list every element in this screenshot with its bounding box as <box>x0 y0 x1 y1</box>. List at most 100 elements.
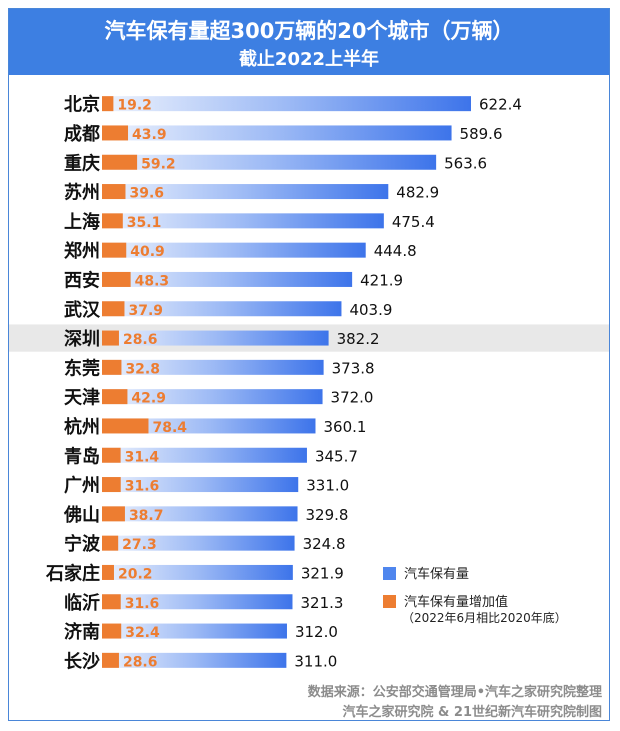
increase-bar <box>102 242 127 258</box>
chart-subtitle: 截止2022上半年 <box>238 49 380 70</box>
increase-value-label: 43.9 <box>132 127 167 143</box>
increase-value-label: 31.6 <box>125 479 160 495</box>
stock-value-label: 329.8 <box>306 506 349 524</box>
legend-swatch-increase <box>383 595 396 608</box>
stock-value-label: 312.0 <box>295 623 338 641</box>
increase-bar <box>102 447 121 463</box>
increase-value-label: 32.8 <box>125 361 160 377</box>
city-label: 上海 <box>64 211 100 233</box>
city-label: 临沂 <box>64 592 100 614</box>
stock-value-label: 444.8 <box>374 242 417 260</box>
stock-bar <box>102 418 316 434</box>
increase-value-label: 40.9 <box>130 244 165 260</box>
source-line-1: 数据来源：公安部交通管理局•汽车之家研究院整理 <box>307 685 602 700</box>
increase-value-label: 35.1 <box>127 215 162 231</box>
increase-value-label: 20.2 <box>118 566 153 582</box>
increase-bar <box>102 623 122 639</box>
increase-bar <box>102 271 131 287</box>
increase-value-label: 48.3 <box>135 273 170 289</box>
stock-value-label: 324.8 <box>303 535 346 553</box>
increase-bar <box>102 652 119 668</box>
stock-value-label: 321.3 <box>300 594 343 612</box>
stock-bar <box>102 271 353 287</box>
increase-value-label: 19.2 <box>117 98 152 114</box>
increase-bar <box>102 594 121 610</box>
stock-bar <box>102 652 287 668</box>
increase-bar <box>102 477 121 493</box>
increase-value-label: 28.6 <box>123 654 158 670</box>
stock-bar <box>102 359 324 375</box>
stock-bar <box>102 564 293 580</box>
increase-value-label: 38.7 <box>129 508 164 524</box>
legend-swatch-stock <box>383 567 396 580</box>
city-label: 杭州 <box>64 416 100 438</box>
city-label: 重庆 <box>64 152 100 174</box>
stock-bar <box>102 447 307 463</box>
increase-bar <box>102 564 114 580</box>
stock-value-label: 321.9 <box>301 564 344 582</box>
city-label: 长沙 <box>64 651 100 672</box>
stock-bar <box>102 154 437 170</box>
stock-value-label: 360.1 <box>323 418 366 436</box>
increase-value-label: 31.4 <box>125 449 160 465</box>
city-label: 宁波 <box>64 533 101 555</box>
increase-bar <box>102 154 138 170</box>
stock-value-label: 345.7 <box>315 447 358 465</box>
legend-label-stock: 汽车保有量 <box>404 567 470 582</box>
stock-value-label: 403.9 <box>349 301 392 319</box>
stock-bar <box>102 477 299 493</box>
stock-value-label: 382.2 <box>337 330 380 348</box>
stock-value-label: 482.9 <box>396 184 439 202</box>
stock-value-label: 331.0 <box>306 477 349 495</box>
city-label: 广州 <box>64 475 100 497</box>
increase-bar <box>102 213 123 229</box>
increase-value-label: 78.4 <box>152 420 187 436</box>
stock-bar <box>102 301 342 317</box>
legend-label-increase: 汽车保有量增加值 <box>404 595 509 610</box>
stock-value-label: 589.6 <box>460 125 503 143</box>
increase-bar <box>102 389 128 405</box>
increase-bar <box>102 125 129 141</box>
increase-value-label: 59.2 <box>141 156 176 172</box>
increase-bar <box>102 506 125 522</box>
stock-value-label: 311.0 <box>294 652 337 670</box>
stock-bar <box>102 184 389 200</box>
city-label: 深圳 <box>64 328 100 350</box>
increase-bar <box>102 359 122 375</box>
stock-value-label: 475.4 <box>392 213 435 231</box>
increase-value-label: 42.9 <box>131 391 166 407</box>
city-label: 武汉 <box>64 300 101 321</box>
stock-value-label: 622.4 <box>479 96 522 114</box>
increase-value-label: 32.4 <box>125 625 160 641</box>
chart-title: 汽车保有量超300万辆的20个城市（万辆） <box>104 19 514 43</box>
city-label: 西安 <box>64 269 100 291</box>
legend-increase: 汽车保有量增加值 <box>383 591 508 610</box>
city-label: 青岛 <box>64 445 100 467</box>
increase-bar <box>102 330 119 346</box>
city-label: 苏州 <box>64 182 100 204</box>
city-label: 天津 <box>64 387 100 409</box>
increase-value-label: 39.6 <box>129 186 164 202</box>
stock-bar <box>102 506 298 522</box>
city-label: 济南 <box>64 621 100 643</box>
city-label: 成都 <box>64 123 100 145</box>
increase-bar <box>102 184 126 200</box>
stock-bar <box>102 330 329 346</box>
increase-bar <box>102 418 149 434</box>
city-label: 佛山 <box>63 504 100 526</box>
increase-value-label: 37.9 <box>128 303 163 319</box>
legend-increase-note: （2022年6月相比2020年底） <box>402 611 567 625</box>
city-label: 东莞 <box>64 357 100 379</box>
legend-stock: 汽车保有量 <box>383 563 469 582</box>
stock-bar <box>102 213 384 229</box>
increase-bar <box>102 96 114 112</box>
increase-value-label: 28.6 <box>123 332 158 348</box>
stock-bar <box>102 389 323 405</box>
city-label: 北京 <box>64 94 100 116</box>
increase-value-label: 31.6 <box>125 596 160 612</box>
increase-bar <box>102 301 125 317</box>
stock-bar <box>102 125 452 141</box>
stock-bar <box>102 242 366 258</box>
stock-value-label: 373.8 <box>332 359 375 377</box>
